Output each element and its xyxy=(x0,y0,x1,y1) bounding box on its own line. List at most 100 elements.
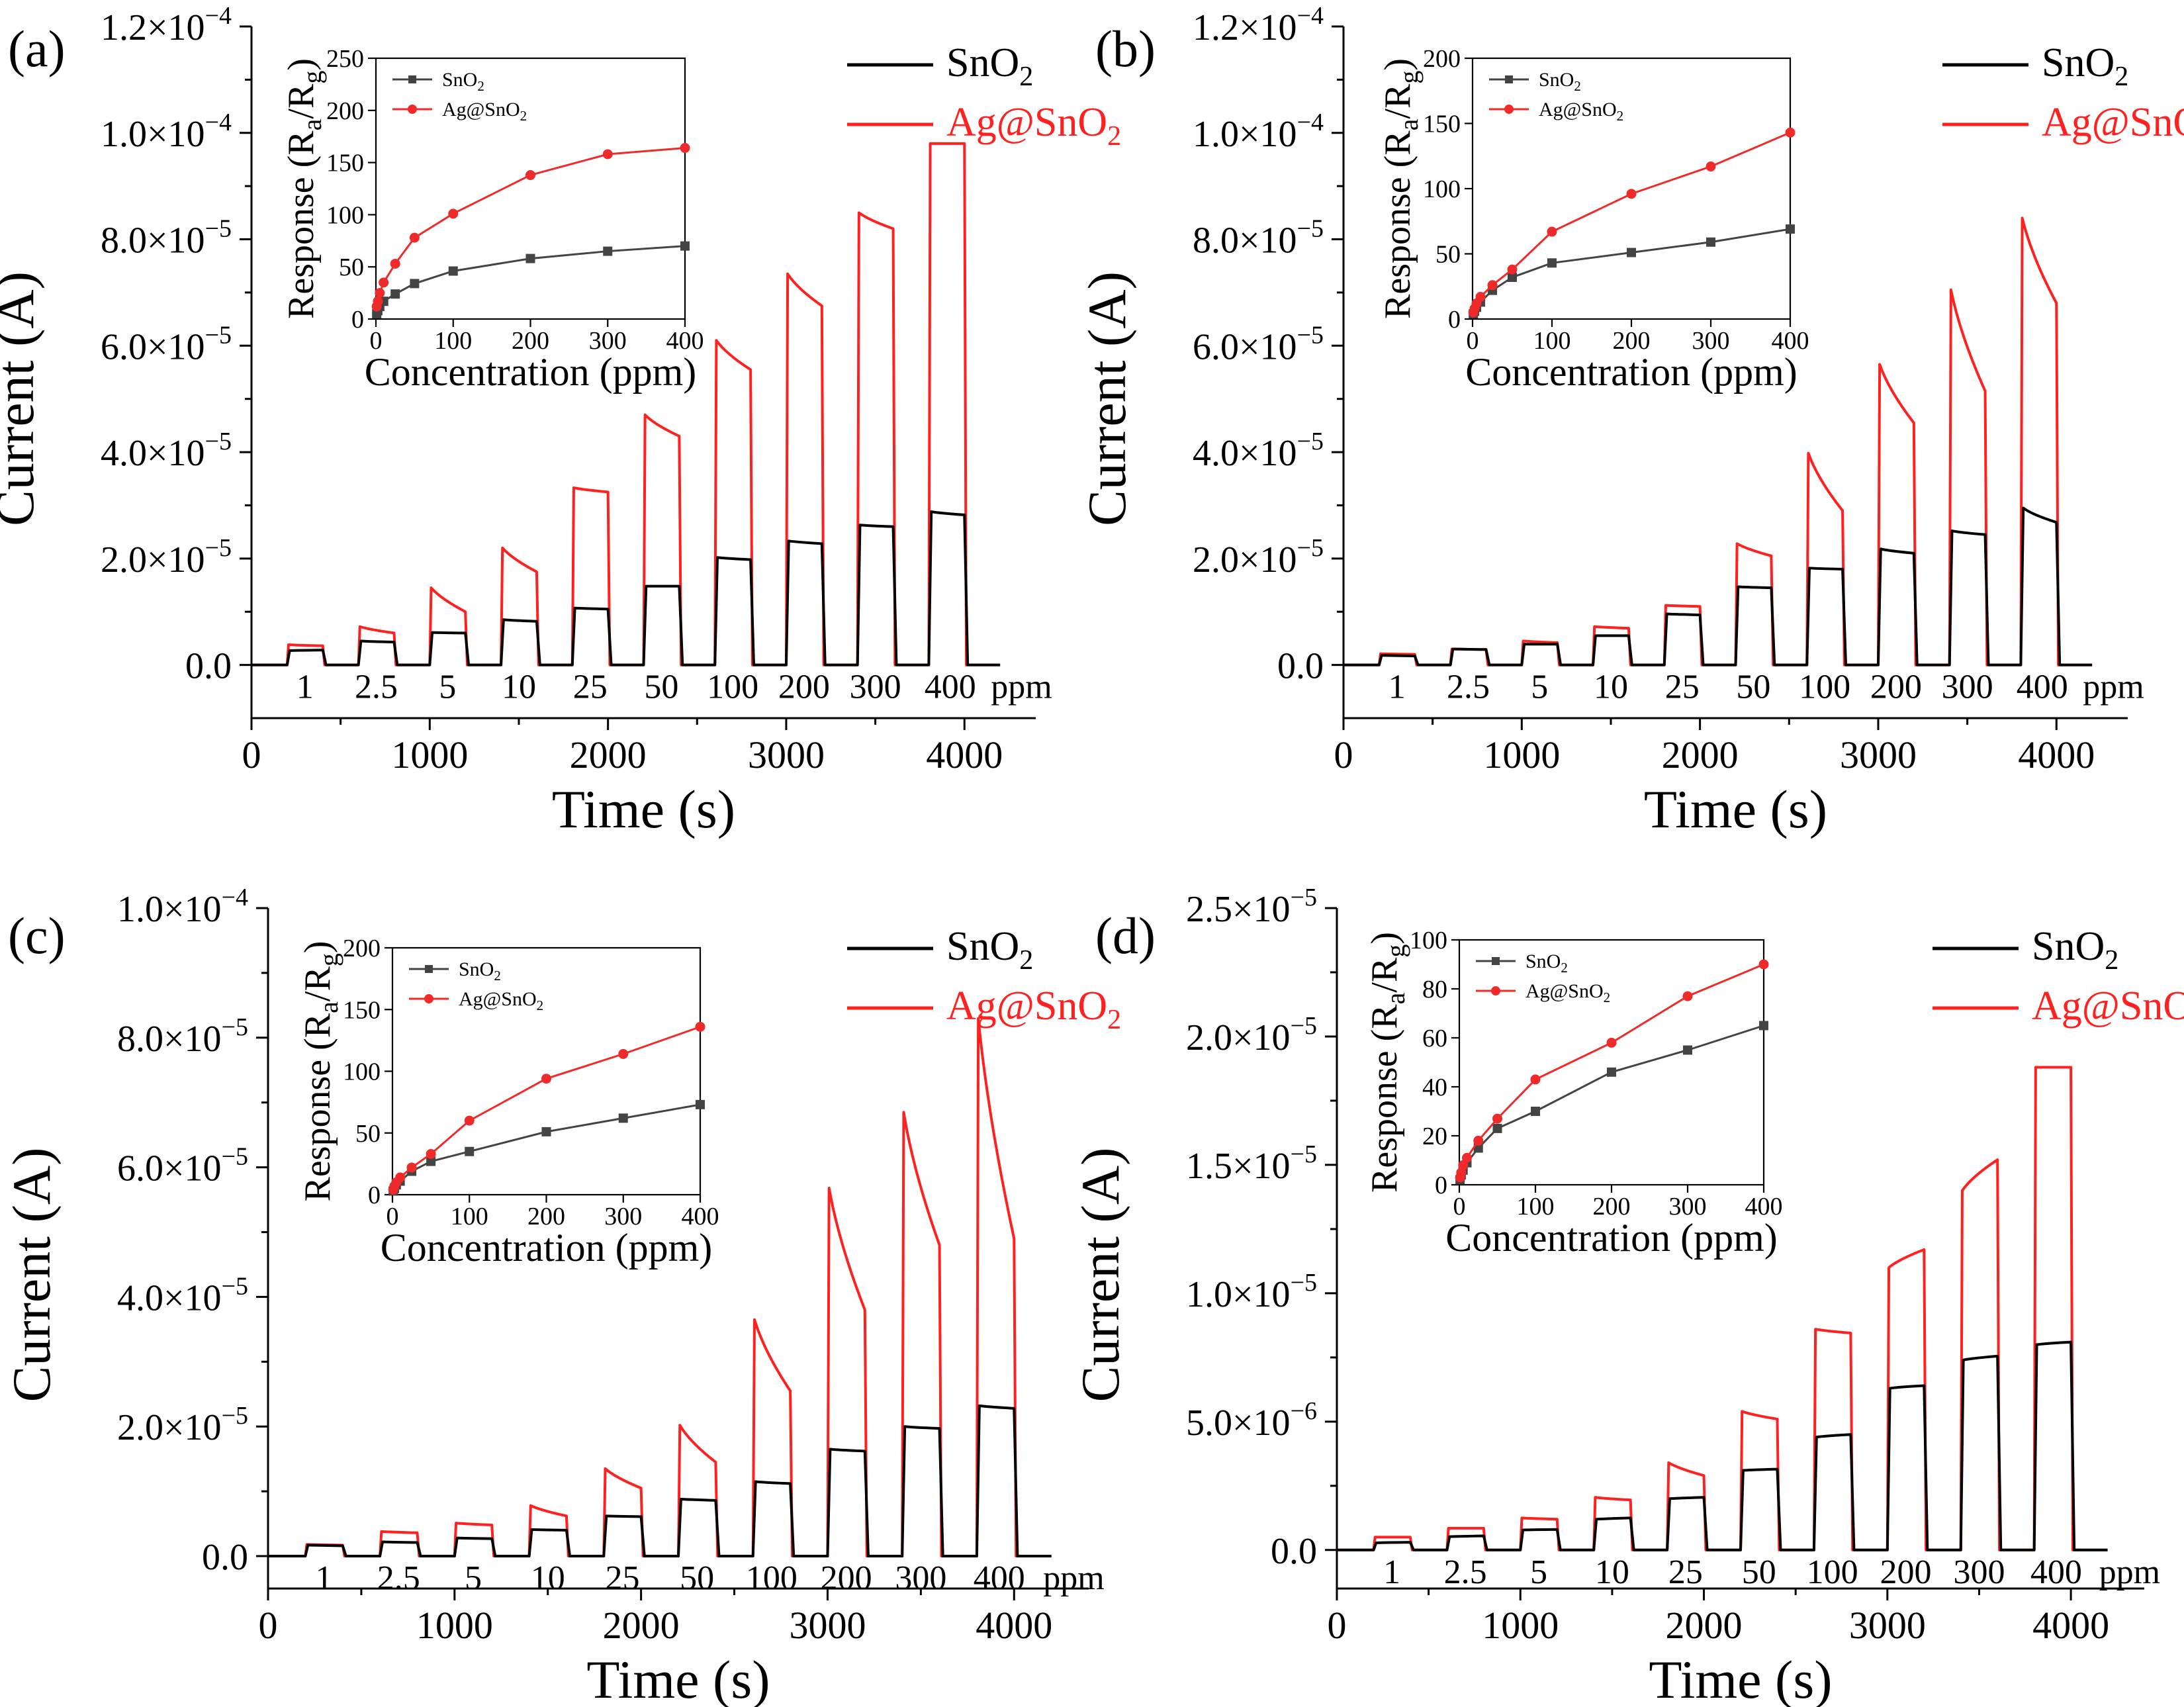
x-axis-title: Time (s) xyxy=(586,1649,770,1707)
concentration-unit-label: ppm xyxy=(991,669,1052,706)
inset-y-tick-label: 250 xyxy=(326,45,364,73)
legend-text: SnO xyxy=(459,958,494,980)
inset-x-tick-label: 100 xyxy=(434,327,472,355)
concentration-label: 1 xyxy=(296,669,314,706)
legend-ag-label: Ag@SnO2 xyxy=(946,984,1121,1035)
y-tick-label: 0.0 xyxy=(185,646,232,687)
y-tick-label: 2.0×10−5 xyxy=(1193,534,1324,580)
concentration-label: 25 xyxy=(1665,669,1700,706)
inset-ag-point xyxy=(1547,226,1557,237)
y-tick-mantissa: 1.2 xyxy=(1193,7,1239,48)
inset-x-tick-label: 300 xyxy=(589,327,627,355)
y-tick-base: ×10 xyxy=(147,7,205,48)
inset-ylabel-part: ) xyxy=(1377,58,1418,71)
y-tick-exponent: −4 xyxy=(205,109,232,136)
y-tick-label: 2.0×10−5 xyxy=(101,534,232,580)
panel-label: (c) xyxy=(8,907,66,964)
y-tick-label: 6.0×10−5 xyxy=(1193,321,1324,367)
y-tick-mantissa: 8.0 xyxy=(117,1019,163,1060)
inset-ag-point xyxy=(395,1172,406,1183)
y-tick-mantissa: 8.0 xyxy=(1193,220,1239,261)
inset-ylabel-part: Response (R xyxy=(297,1013,338,1201)
legend-text: SnO xyxy=(442,69,477,91)
y-tick-mantissa: 1.5 xyxy=(1186,1146,1232,1187)
y-axis-title: Current (A) xyxy=(1,1148,62,1403)
inset-y-tick-label: 200 xyxy=(1423,45,1461,73)
y-tick-exponent: −4 xyxy=(1297,109,1324,136)
y-tick-label: 4.0×10−5 xyxy=(1193,428,1324,474)
concentration-label: 400 xyxy=(974,1559,1025,1597)
inset-sno2-point xyxy=(1547,258,1557,268)
legend-text: Ag@SnO xyxy=(1539,99,1617,120)
legend-ag-label: Ag@SnO2 xyxy=(2032,984,2184,1035)
inset-legend-sno2-label: SnO2 xyxy=(442,69,484,94)
x-axis-title: Time (s) xyxy=(1649,1649,1832,1707)
legend-subscript: 2 xyxy=(2105,945,2118,976)
legend-subscript: 2 xyxy=(1107,121,1121,152)
y-tick-base: ×10 xyxy=(1239,114,1297,155)
panel-label: (b) xyxy=(1095,20,1156,77)
inset-x-tick-label: 100 xyxy=(1517,1193,1555,1221)
y-tick-mantissa: 2.0 xyxy=(117,1407,163,1448)
y-tick-base: ×10 xyxy=(1239,220,1297,261)
concentration-label: 1 xyxy=(1388,669,1406,706)
concentration-label: 2.5 xyxy=(377,1559,420,1597)
inset-ag-point xyxy=(448,208,459,219)
inset-y-tick-label: 0 xyxy=(1448,306,1461,334)
inset-ylabel-part: Response (R xyxy=(281,130,322,319)
inset-ylabel-part: /R xyxy=(1364,957,1405,993)
inset-ylabel-part: /R xyxy=(297,966,338,1002)
inset-x-tick-label: 0 xyxy=(1453,1193,1466,1221)
concentration-unit-label: ppm xyxy=(2099,1553,2160,1591)
concentration-label: 400 xyxy=(2030,1553,2082,1591)
legend-text: Ag@SnO xyxy=(2032,984,2184,1029)
y-tick-base: ×10 xyxy=(147,114,205,155)
x-tick-label: 3000 xyxy=(748,733,825,776)
inset-legend-sno2-marker xyxy=(425,965,433,973)
y-tick-label: 2.0×10−5 xyxy=(117,1402,248,1448)
inset-x-tick-label: 400 xyxy=(1772,327,1809,355)
inset-ag-point xyxy=(1458,1160,1469,1170)
concentration-label: 10 xyxy=(1594,669,1628,706)
y-tick-base: ×10 xyxy=(1232,1274,1291,1315)
inset-y-tick-label: 40 xyxy=(1422,1074,1447,1101)
inset-y-axis-title: Response (Ra/Rg) xyxy=(297,941,343,1202)
y-tick-mantissa: 1.0 xyxy=(101,114,147,155)
inset-sno2-point xyxy=(1607,1067,1616,1077)
y-tick-base: ×10 xyxy=(1239,326,1297,367)
inset-y-tick-label: 100 xyxy=(1410,927,1447,954)
y-tick-mantissa: 0.0 xyxy=(1271,1531,1317,1572)
y-tick-base: ×10 xyxy=(163,1407,222,1448)
y-tick-base: ×10 xyxy=(1239,433,1297,474)
concentration-label: 10 xyxy=(502,669,536,706)
inset-sno2-point xyxy=(1531,1107,1540,1116)
y-tick-label: 5.0×10−6 xyxy=(1186,1397,1317,1444)
x-tick-label: 1000 xyxy=(1483,733,1560,776)
concentration-label: 50 xyxy=(1736,669,1770,706)
inset-x-tick-label: 400 xyxy=(682,1203,719,1230)
legend-subscript: 2 xyxy=(1574,78,1581,94)
concentration-label: 25 xyxy=(573,669,608,706)
legend-subscript: 2 xyxy=(494,968,501,984)
inset-sno2-point xyxy=(1627,248,1636,257)
y-tick-label: 1.0×10−4 xyxy=(101,109,232,155)
y-tick-exponent: −5 xyxy=(205,534,232,562)
y-tick-exponent: −5 xyxy=(205,428,232,455)
concentration-label: 200 xyxy=(778,669,830,706)
inset-x-tick-label: 300 xyxy=(1692,327,1730,355)
y-tick-label: 0.0 xyxy=(1271,1531,1317,1572)
inset-ag-point xyxy=(409,232,420,243)
legend-text: SnO xyxy=(1525,950,1561,972)
legend-subscript: 2 xyxy=(1019,62,1033,92)
x-tick-label: 0 xyxy=(1328,1604,1347,1647)
y-tick-mantissa: 0.0 xyxy=(185,646,232,687)
y-tick-exponent: −5 xyxy=(1297,321,1324,349)
inset-x-axis-title: Concentration (ppm) xyxy=(381,1226,713,1269)
y-tick-exponent: −5 xyxy=(1297,534,1324,562)
y-tick-exponent: −5 xyxy=(222,1013,248,1041)
inset-y-tick-label: 50 xyxy=(355,1120,381,1148)
inset-x-tick-label: 200 xyxy=(527,1203,565,1230)
legend-text: Ag@SnO xyxy=(946,984,1107,1029)
inset-x-tick-label: 300 xyxy=(604,1203,642,1230)
